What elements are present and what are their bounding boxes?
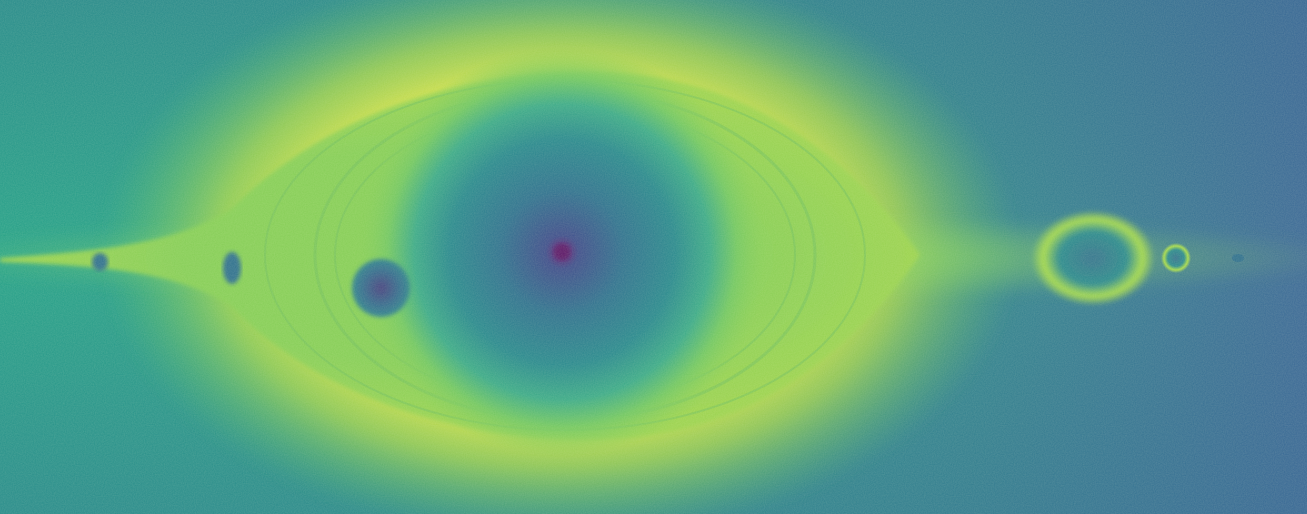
- page: [0, 0, 1307, 514]
- grain: [0, 0, 1307, 514]
- vortex-image: [0, 0, 1307, 514]
